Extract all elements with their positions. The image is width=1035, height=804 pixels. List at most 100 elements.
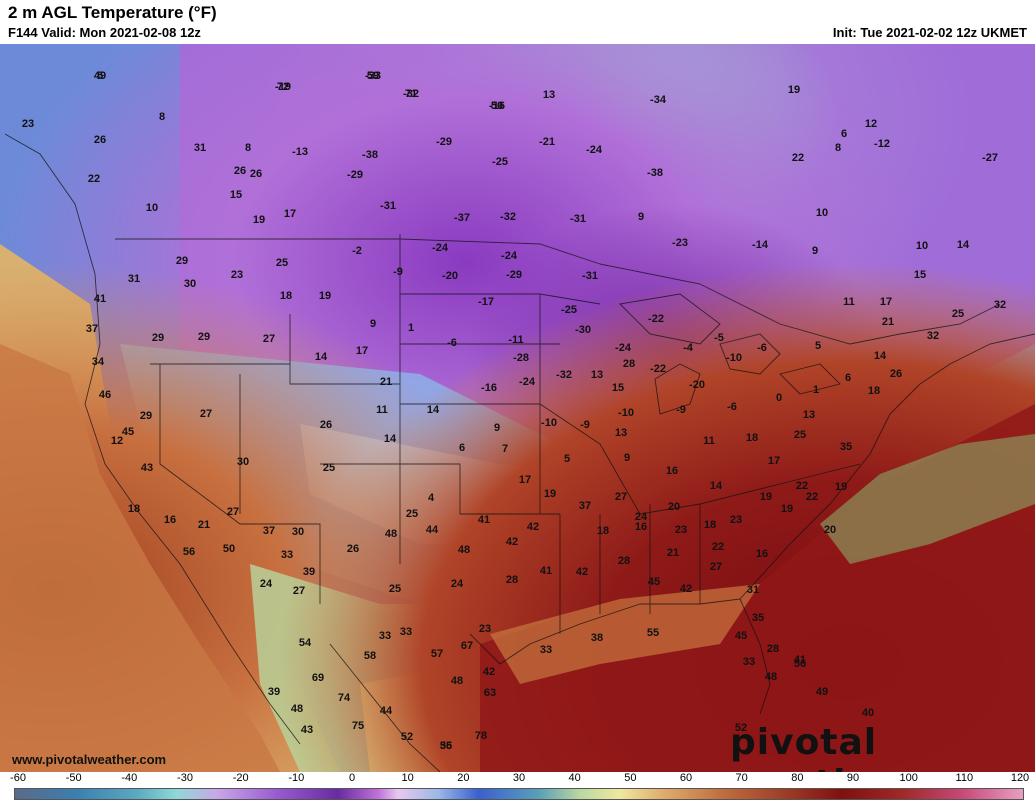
temperature-value: 18 [746, 432, 758, 444]
temperature-value: 48 [458, 544, 470, 556]
temperature-value: 29 [152, 332, 164, 344]
temperature-value: -6 [727, 401, 737, 413]
temperature-value: 19 [835, 481, 847, 493]
temperature-value: 12 [111, 435, 123, 447]
temperature-value: -37 [454, 212, 470, 224]
color-scale-tick: 100 [899, 772, 918, 784]
temperature-value: 42 [506, 536, 518, 548]
temperature-value: 55 [647, 627, 659, 639]
temperature-value: 42 [576, 566, 588, 578]
temperature-value: -16 [489, 100, 505, 112]
color-scale-tick: 90 [846, 772, 860, 784]
temperature-value: 16 [666, 465, 678, 477]
temperature-value: -33 [365, 70, 381, 82]
temperature-value: 41 [478, 514, 490, 526]
init-time: Init: Tue 2021-02-02 12z UKMET [832, 25, 1027, 40]
color-scale-tick: 10 [401, 772, 414, 784]
temperature-value: 8 [159, 111, 165, 123]
temperature-value: -20 [442, 270, 458, 282]
temperature-value: 71 [405, 88, 417, 100]
temperature-value: 9 [624, 452, 630, 464]
temperature-value: 22 [712, 541, 724, 553]
temperature-value: 21 [198, 519, 210, 531]
temperature-value: 9 [812, 245, 818, 257]
color-scale-tick: 80 [791, 772, 804, 784]
temperature-value: 33 [281, 549, 293, 561]
temperature-value: -31 [380, 200, 396, 212]
temperature-value: 17 [356, 345, 368, 357]
temperature-value: 48 [451, 675, 463, 687]
temperature-value: 30 [292, 526, 304, 538]
temperature-value: -31 [582, 270, 598, 282]
temperature-value: 27 [615, 491, 627, 503]
temperature-value: -24 [432, 242, 449, 254]
temperature-value: 13 [803, 409, 815, 421]
color-scale-tick: 60 [679, 772, 693, 784]
temperature-value: 6 [845, 372, 851, 384]
color-scale-tick: 120 [1010, 772, 1030, 784]
temperature-value: 19 [544, 488, 556, 500]
temperature-value: -19 [275, 81, 291, 93]
temperature-value: 23 [479, 623, 491, 635]
temperature-value: -10 [726, 352, 742, 364]
temperature-value: 32 [927, 330, 939, 342]
temperature-value: 26 [250, 168, 262, 180]
temperature-value: -29 [506, 269, 522, 281]
temperature-value: 12 [865, 118, 877, 130]
temperature-value: 24 [260, 578, 273, 590]
temperature-value: 24 [635, 511, 648, 523]
temperature-value: 14 [710, 480, 723, 492]
temperature-value: 10 [816, 207, 828, 219]
temperature-value: 17 [880, 296, 892, 308]
temperature-value: -25 [561, 304, 577, 316]
temperature-value: 28 [767, 643, 779, 655]
temperature-value: 31 [128, 273, 140, 285]
temperature-value: -29 [436, 136, 452, 148]
temperature-value: 17 [284, 208, 296, 220]
temperature-value: 19 [781, 503, 793, 515]
temperature-value: 37 [579, 500, 591, 512]
color-scale-tick: -60 [10, 772, 26, 784]
temperature-value: 23 [231, 269, 243, 281]
temperature-value: 35 [752, 612, 764, 624]
temperature-value: 5 [564, 453, 570, 465]
temperature-value: 23 [675, 524, 687, 536]
temperature-value: 34 [92, 356, 105, 368]
temperature-value: -28 [513, 352, 529, 364]
temperature-value: 6 [841, 128, 847, 140]
color-scale-tick: 0 [348, 772, 356, 784]
temperature-value: 9 [494, 422, 500, 434]
temperature-value: 43 [141, 462, 153, 474]
temperature-value: 14 [384, 433, 397, 445]
temperature-value: 20 [668, 501, 680, 513]
temperature-value: 1 [813, 384, 819, 396]
site-url[interactable]: www.pivotalweather.com [12, 752, 167, 767]
temperature-value: 0 [776, 392, 782, 404]
temperature-value: -5 [714, 332, 724, 344]
temperature-value: 26 [234, 165, 246, 177]
temperature-value: 9 [370, 318, 376, 330]
temperature-value: 4 [428, 492, 435, 504]
temperature-value: 69 [312, 672, 324, 684]
temperature-value: -38 [647, 167, 663, 179]
temperature-value: 42 [483, 666, 495, 678]
temperature-value: 18 [128, 503, 140, 515]
temperature-value: 21 [667, 547, 679, 559]
temperature-value: 44 [426, 524, 439, 536]
temperature-value: 19 [319, 290, 331, 302]
temperature-value: -24 [501, 250, 518, 262]
temperature-value: 41 [540, 565, 552, 577]
temperature-value: 39 [268, 686, 280, 698]
temperature-value: 49 [94, 70, 106, 82]
temperature-value: 11 [376, 404, 388, 416]
temperature-value: -17 [478, 296, 494, 308]
temperature-value: 25 [952, 308, 964, 320]
temperature-value: -12 [874, 138, 890, 150]
color-scale-tick: -40 [121, 772, 138, 784]
temperature-value: 17 [519, 474, 531, 486]
temperature-value: -16 [481, 382, 497, 394]
temperature-value: 11 [703, 435, 715, 447]
temperature-value: 15 [914, 269, 926, 281]
temperature-value: 18 [868, 385, 880, 397]
